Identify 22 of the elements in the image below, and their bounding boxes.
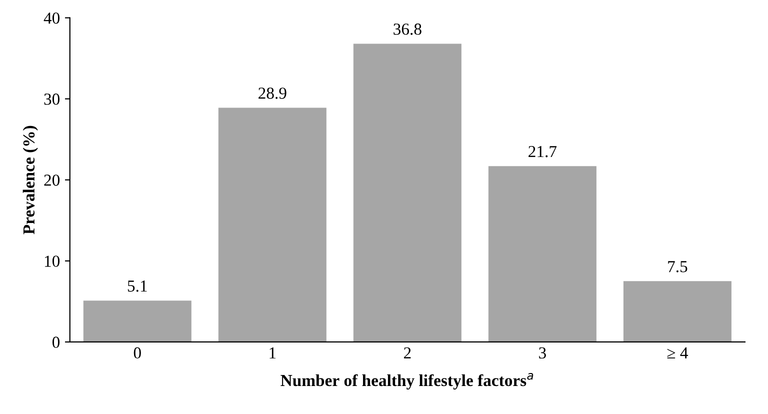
bar	[623, 281, 732, 342]
x-tick-label: 1	[270, 347, 276, 358]
x-tick-label: 0	[134, 347, 141, 359]
x-axis-title: Number of healthy lifestyle factors$^{a}$	[280, 373, 534, 390]
x-tick-label: 2	[404, 347, 411, 358]
x-tick-label: 3	[539, 347, 546, 359]
bar	[353, 44, 462, 342]
y-tick-label: 30	[44, 94, 60, 105]
bar	[488, 166, 596, 342]
data-label: 21.7	[528, 146, 557, 158]
y-tick-label: 40	[44, 12, 60, 24]
y-tick-label: 10	[44, 256, 60, 267]
y-axis-title: Prevalence (%)	[22, 126, 38, 234]
data-label: 36.8	[394, 24, 422, 35]
bar	[83, 300, 192, 342]
data-label: 28.9	[258, 88, 286, 99]
y-tick-label: 0	[52, 336, 60, 348]
data-label: 7.5	[668, 261, 688, 272]
data-label: 5.1	[128, 280, 147, 292]
y-tick-label: 20	[44, 174, 60, 186]
bar	[218, 108, 326, 342]
x-tick-label: ≥ 4	[667, 347, 688, 358]
